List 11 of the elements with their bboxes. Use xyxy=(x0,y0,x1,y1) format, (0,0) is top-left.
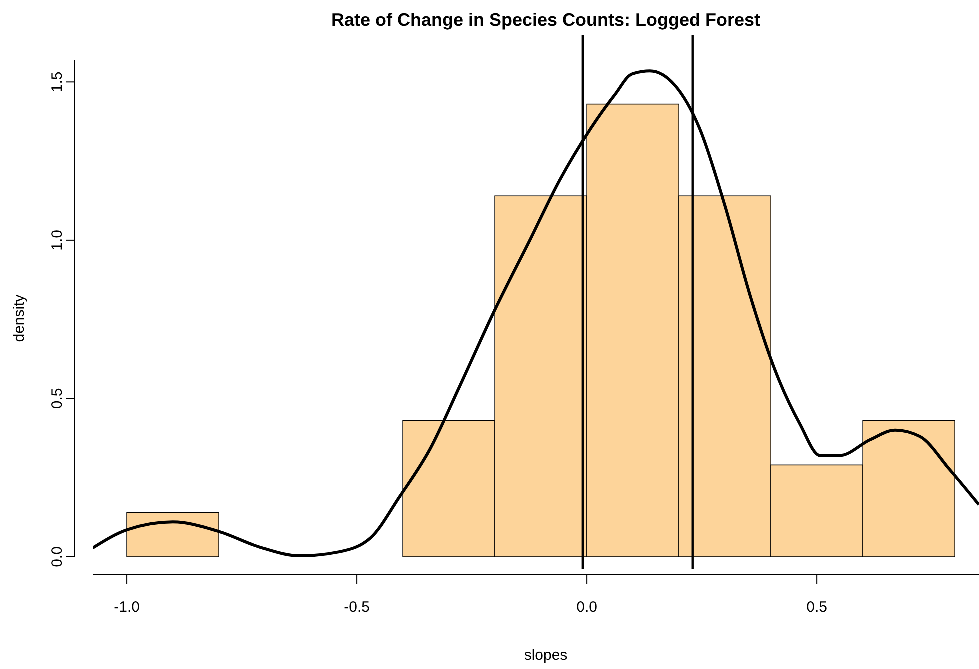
y-axis-title: density xyxy=(11,294,28,342)
x-tick-label: 0.5 xyxy=(806,599,828,616)
y-tick-label: 1.0 xyxy=(49,230,66,251)
y-tick-label: 0.0 xyxy=(49,546,66,568)
chart-title: Rate of Change in Species Counts: Logged Forest xyxy=(331,10,761,30)
x-tick-label: 0.0 xyxy=(576,599,598,616)
y-tick-label: 1.5 xyxy=(49,72,66,93)
x-axis-title: slopes xyxy=(524,647,568,664)
y-tick-label: 0.5 xyxy=(49,388,66,410)
x-tick-label: -1.0 xyxy=(114,599,140,616)
x-tick-label: -0.5 xyxy=(344,599,370,616)
